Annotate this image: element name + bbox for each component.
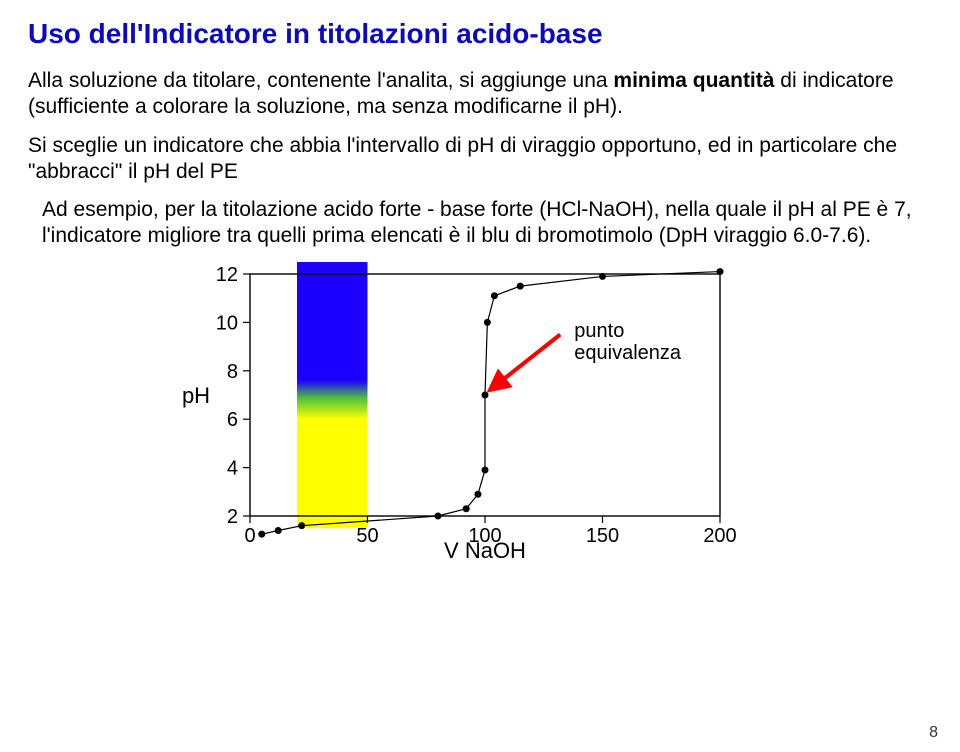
paragraph-2: Si sceglie un indicatore che abbia l'int… [28, 133, 932, 186]
svg-text:8: 8 [227, 360, 238, 382]
svg-text:equivalenza: equivalenza [574, 341, 682, 363]
para1-text-a: Alla soluzione da titolare, contenente l… [28, 69, 613, 92]
svg-text:200: 200 [703, 525, 736, 547]
para1-text-b: minima quantità [613, 69, 774, 92]
svg-text:10: 10 [216, 312, 238, 334]
paragraph-3: Ad esempio, per la titolazione acido for… [28, 197, 932, 250]
svg-text:6: 6 [227, 409, 238, 431]
page-title: Uso dell'Indicatore in titolazioni acido… [28, 18, 932, 50]
svg-text:V NaOH: V NaOH [444, 538, 526, 562]
svg-text:pH: pH [182, 383, 210, 408]
svg-text:2: 2 [227, 506, 238, 528]
chart-svg: 05010015020024681012V NaOHpHpuntoequival… [178, 262, 738, 562]
page-number: 8 [929, 724, 938, 742]
svg-text:50: 50 [356, 525, 378, 547]
svg-text:150: 150 [586, 525, 619, 547]
paragraph-1: Alla soluzione da titolare, contenente l… [28, 68, 932, 121]
svg-text:12: 12 [216, 264, 238, 286]
svg-text:4: 4 [227, 457, 238, 479]
titration-chart: 05010015020024681012V NaOHpHpuntoequival… [178, 262, 738, 562]
svg-text:punto: punto [574, 319, 624, 341]
svg-text:0: 0 [244, 525, 255, 547]
